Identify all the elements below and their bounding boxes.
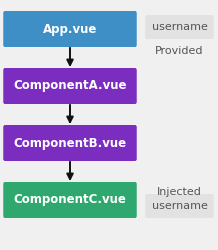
Text: ComponentC.vue: ComponentC.vue	[14, 194, 126, 206]
FancyBboxPatch shape	[3, 125, 137, 161]
Text: ComponentB.vue: ComponentB.vue	[14, 136, 127, 149]
Text: App.vue: App.vue	[43, 22, 97, 36]
Text: username: username	[152, 201, 208, 211]
Text: username: username	[152, 22, 208, 32]
Text: ComponentA.vue: ComponentA.vue	[13, 80, 127, 92]
FancyBboxPatch shape	[3, 11, 137, 47]
FancyBboxPatch shape	[145, 194, 214, 218]
Text: Provided: Provided	[155, 46, 203, 56]
FancyBboxPatch shape	[3, 182, 137, 218]
Text: Injected: Injected	[157, 187, 201, 197]
FancyBboxPatch shape	[3, 68, 137, 104]
FancyBboxPatch shape	[145, 15, 214, 39]
